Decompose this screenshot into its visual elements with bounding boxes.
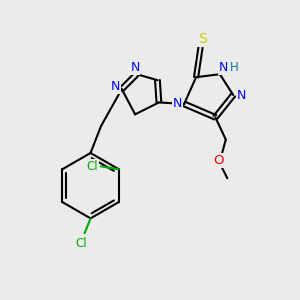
Text: H: H <box>230 61 239 74</box>
Text: N: N <box>130 61 140 74</box>
Text: N: N <box>110 80 120 93</box>
Text: O: O <box>213 154 224 167</box>
Text: N: N <box>173 98 182 110</box>
Text: N: N <box>237 88 246 101</box>
Text: N: N <box>219 61 228 74</box>
Text: Cl: Cl <box>76 237 88 250</box>
Text: Cl: Cl <box>86 160 98 173</box>
Text: S: S <box>198 32 206 46</box>
